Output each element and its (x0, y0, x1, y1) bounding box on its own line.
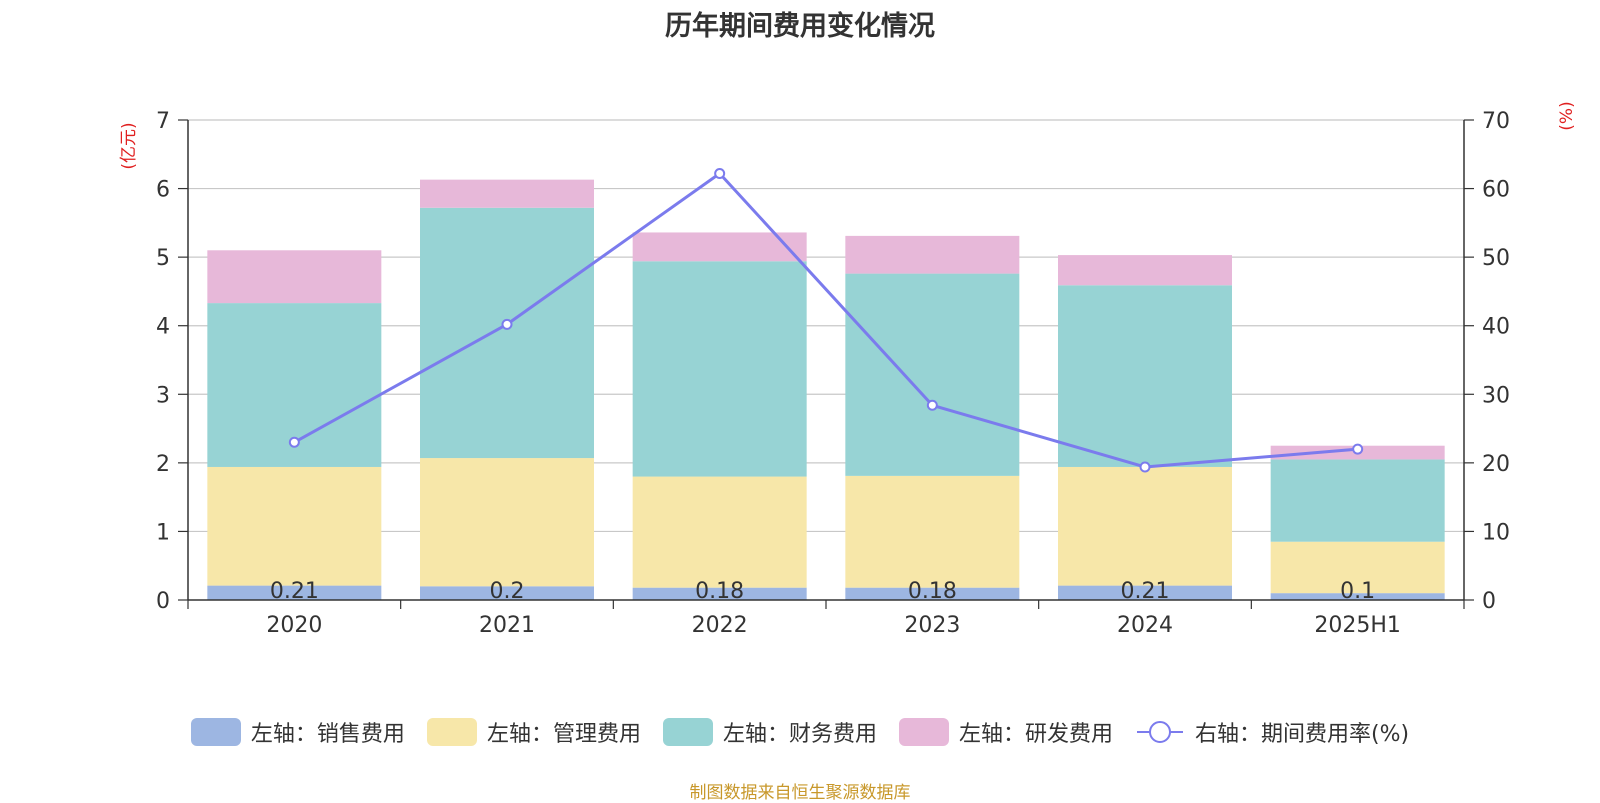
legend-swatch-admin (426, 718, 477, 746)
legend-swatch-sales (190, 718, 241, 746)
legend-item-finance[interactable]: 左轴：财务费用 (662, 716, 877, 748)
right-axis-tick-label: 30 (1482, 383, 1510, 408)
source-note: 制图数据来自恒生聚源数据库 (689, 783, 911, 803)
bar-segment-2-2023 (845, 475, 1020, 588)
legend-item-rate[interactable]: 右轴：期间费用率(%) (1135, 716, 1409, 748)
legend-label-admin: 左轴：管理费用 (486, 722, 641, 747)
bar-segment-1-2025H1 (1270, 593, 1445, 600)
right-axis-tick-label: 70 (1482, 109, 1510, 134)
bar-segment-3-2023 (845, 273, 1020, 476)
line-point-rate-2020 (288, 436, 300, 448)
left-axis-tick-label: 1 (156, 520, 170, 545)
bar-segment-4-2024 (1058, 255, 1232, 286)
x-axis-tick-label: 2025H1 (1314, 613, 1401, 638)
left-axis-unit-label: (亿元) (119, 122, 139, 169)
legend-label-rate: 右轴：期间费用率(%) (1194, 722, 1410, 747)
legend-label-rnd: 左轴：研发费用 (958, 722, 1113, 747)
right-axis-tick-label: 0 (1482, 589, 1496, 614)
left-axis-tick-label: 0 (156, 589, 170, 614)
bar-segment-2-2022 (632, 476, 807, 588)
bar-segment-1-2020 (207, 585, 382, 600)
legend-item-sales[interactable]: 左轴：销售费用 (190, 716, 405, 748)
bar-segment-2-2020 (207, 466, 382, 586)
left-axis-tick-label: 2 (156, 452, 170, 477)
line-point-rate-2025H1 (1352, 443, 1364, 455)
bar-segment-3-2024 (1058, 285, 1232, 467)
legend-swatch-finance (662, 718, 713, 746)
right-axis-tick-label: 50 (1482, 246, 1510, 271)
left-axis-tick-label: 7 (156, 109, 170, 134)
bar-segment-3-2025H1 (1270, 459, 1445, 542)
legend-swatch-rate (1136, 721, 1183, 743)
legend-swatch-rnd (898, 718, 949, 746)
x-axis-tick-label: 2022 (692, 613, 748, 638)
bar-segment-2-2025H1 (1270, 541, 1445, 594)
left-axis-tick-label: 3 (156, 383, 170, 408)
line-point-rate-2022 (714, 167, 726, 179)
legend-label-sales: 左轴：销售费用 (250, 722, 405, 747)
x-axis-tick-label: 2020 (266, 613, 322, 638)
right-axis-unit-label: (%) (1557, 101, 1577, 130)
right-axis-tick-label: 10 (1482, 520, 1510, 545)
right-axis-tick-label: 20 (1482, 452, 1510, 477)
x-axis-tick-label: 2021 (479, 613, 535, 638)
legend-label-finance: 左轴：财务费用 (722, 722, 877, 747)
bar-segment-2-2024 (1058, 466, 1232, 586)
bar-segment-1-2024 (1058, 585, 1232, 600)
left-axis-tick-label: 5 (156, 246, 170, 271)
legend: 左轴：销售费用 左轴：管理费用 左轴：财务费用 左轴：研发费用 右轴：期间费用率… (0, 716, 1600, 748)
line-point-rate-2021 (501, 318, 513, 330)
right-axis-tick-label: 40 (1482, 315, 1510, 340)
right-axis-tick-label: 60 (1482, 178, 1510, 203)
bar-segment-2-2021 (420, 458, 594, 587)
x-axis-tick-label: 2024 (1117, 613, 1173, 638)
bar-segment-4-2022 (632, 232, 807, 262)
x-axis-tick-label: 2023 (904, 613, 960, 638)
left-axis-tick-label: 6 (156, 178, 170, 203)
left-axis-tick-label: 4 (156, 315, 170, 340)
chart-title: 历年期间费用变化情况 (665, 11, 935, 42)
line-series-rate (293, 171, 1358, 469)
bar-segment-3-2022 (632, 261, 807, 477)
legend-item-rnd[interactable]: 左轴：研发费用 (898, 716, 1113, 748)
bar-segment-4-2023 (845, 235, 1020, 274)
bar-segment-4-2020 (207, 250, 382, 304)
bar-segment-1-2023 (845, 587, 1020, 600)
bar-segment-4-2021 (420, 179, 594, 208)
bar-segment-1-2021 (420, 586, 594, 600)
bar-segment-3-2021 (420, 207, 594, 459)
legend-item-admin[interactable]: 左轴：管理费用 (426, 716, 641, 748)
line-point-rate-2024 (1139, 461, 1151, 473)
bar-segment-1-2022 (632, 587, 807, 600)
line-point-rate-2023 (926, 399, 938, 411)
